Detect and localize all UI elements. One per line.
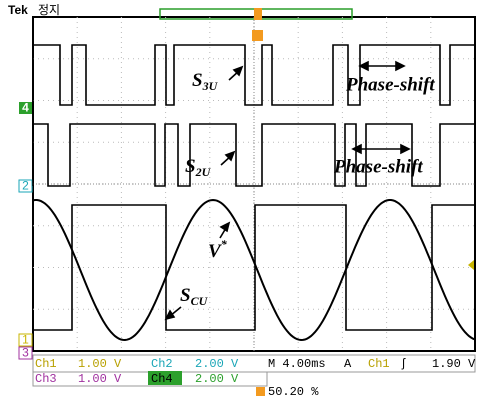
trigger-marker	[252, 30, 263, 41]
readout: ʃ	[400, 357, 407, 371]
annotation-superscript: *	[221, 237, 228, 251]
readout: 2.00 V	[195, 372, 239, 386]
annotation-base: S	[180, 285, 191, 306]
ch1-marker: 1	[22, 333, 29, 347]
readout: 1.00 V	[78, 357, 122, 371]
readout: Ch4	[151, 372, 173, 386]
trigger-position-icon	[256, 387, 265, 396]
readout: Ch3	[35, 372, 57, 386]
readout: 2.00 V	[195, 357, 239, 371]
ch2-marker: 2	[22, 179, 29, 193]
page: Tek 정지 4 2 1 3 Ch1 1.00 V Ch2 2.00 V M 4.00m…	[0, 0, 480, 396]
annotation-subscript: 3U	[202, 79, 219, 93]
ch3-marker: 3	[22, 346, 29, 360]
readout: A	[344, 357, 352, 371]
annotation-subscript: 2U	[195, 165, 212, 179]
brand: Tek	[8, 3, 28, 17]
annotation: Phase-shift	[333, 156, 423, 177]
annotation-base: S	[192, 70, 203, 91]
annotation: Phase-shift	[345, 74, 435, 95]
readout: Ch1	[35, 357, 57, 371]
status: 정지	[38, 3, 60, 17]
readout: Ch1	[368, 357, 390, 371]
readout: 1.00 V	[78, 372, 122, 386]
readout: Ch2	[151, 357, 173, 371]
readout: M 4.00ms	[268, 357, 326, 371]
ch4-marker: 4	[22, 101, 29, 115]
scope-screen: Tek 정지 4 2 1 3 Ch1 1.00 V Ch2 2.00 V M 4.00m…	[0, 0, 480, 396]
annotation-subscript: CU	[191, 294, 209, 308]
readout: 50.20 %	[268, 385, 319, 396]
readout-panel: Ch1 1.00 V Ch2 2.00 V M 4.00ms A Ch1 ʃ 1.90 V Ch3…	[33, 355, 476, 396]
readout: 1.90 V	[432, 357, 476, 371]
trigger-position-marker	[254, 8, 262, 20]
annotation-base: S	[185, 156, 196, 177]
